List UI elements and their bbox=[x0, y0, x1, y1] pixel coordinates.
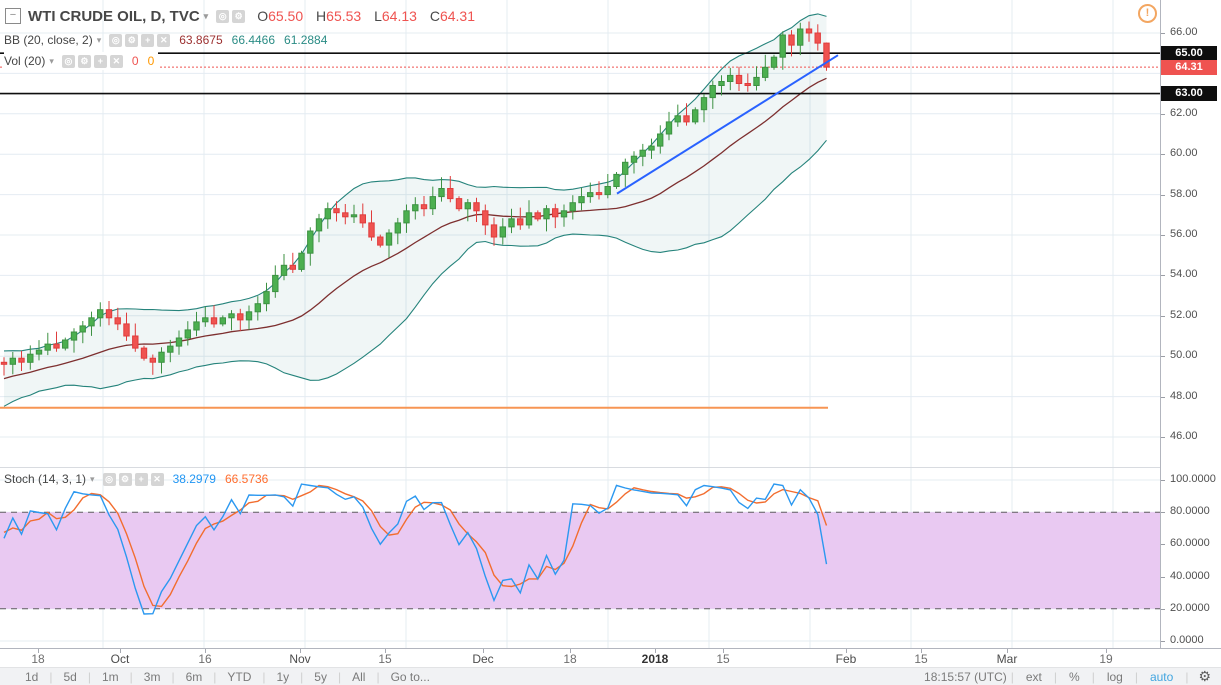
eye-icon[interactable]: ◎ bbox=[102, 472, 116, 486]
ext-hours-toggle[interactable]: ext bbox=[1025, 669, 1042, 684]
stoch-pane[interactable] bbox=[0, 467, 1160, 648]
percent-scale-toggle[interactable]: % bbox=[1069, 669, 1080, 684]
gear-icon[interactable]: ⚙ bbox=[125, 33, 139, 47]
stoch-indicator-title[interactable]: Stoch (14, 3, 1) bbox=[4, 472, 87, 486]
date-range-buttons: 1d | 5d | 1m | 3m | 6m | YTD | 1y | 5y | All bbox=[14, 670, 376, 684]
volume-ma-value: 0 bbox=[147, 54, 155, 68]
close-value: 64.31 bbox=[439, 8, 475, 24]
time-tick-label: Dec bbox=[472, 652, 494, 666]
ohlc-readout: O65.50 H65.53 L64.13 C64.31 bbox=[257, 8, 475, 24]
time-tick-label: Mar bbox=[996, 652, 1018, 666]
symbol-title[interactable]: WTI CRUDE OIL, D, TVC bbox=[28, 7, 200, 25]
alert-warning-icon[interactable]: ! bbox=[1138, 4, 1157, 23]
time-tick-label: 15 bbox=[716, 652, 730, 666]
price-tick-label: 54.00 bbox=[1161, 268, 1198, 280]
price-label-badge: 64.31 bbox=[1161, 60, 1217, 75]
bottom-toolbar: 1d | 5d | 1m | 3m | 6m | YTD | 1y | 5y | All | Go to... … bbox=[0, 667, 1221, 685]
low-value: 64.13 bbox=[381, 8, 417, 24]
stoch-dropdown-caret[interactable]: ▾ bbox=[90, 473, 95, 484]
symbol-legend: − WTI CRUDE OIL, D, TVC ▾ ◎ ⚙ O65.50 H65… bbox=[5, 6, 484, 26]
gear-icon[interactable]: ⚙ bbox=[77, 54, 91, 68]
time-tick-label: 2018 bbox=[641, 652, 669, 666]
bb-basis-value: 63.8675 bbox=[179, 33, 223, 47]
range-ytd-button[interactable]: YTD bbox=[227, 669, 252, 684]
main-chart-pane[interactable] bbox=[0, 0, 1160, 467]
time-axis[interactable]: 18 Oct 16 Nov 15 Dec 18 2018 15 Feb 15 Mar 19 bbox=[0, 648, 1221, 668]
stoch-tick-label: 80.0000 bbox=[1161, 505, 1210, 517]
volume-indicator-title[interactable]: Vol (20) bbox=[4, 54, 46, 68]
time-tick-label: Oct bbox=[110, 652, 130, 666]
plus-icon[interactable]: + bbox=[134, 472, 148, 486]
stoch-d-value: 66.5736 bbox=[224, 472, 269, 486]
bb-dropdown-caret[interactable]: ▾ bbox=[96, 34, 102, 45]
time-tick-label: 18 bbox=[31, 652, 45, 666]
price-tick-label: 58.00 bbox=[1161, 188, 1198, 200]
stoch-tick-label: 100.0000 bbox=[1161, 473, 1216, 485]
stoch-tick-label: 0.0000 bbox=[1161, 634, 1204, 646]
pane-divider[interactable] bbox=[0, 467, 1161, 468]
price-tick-label: 46.00 bbox=[1161, 430, 1198, 442]
price-tick-label: 48.00 bbox=[1161, 390, 1198, 402]
chart-settings-gear-icon[interactable]: ⚙ bbox=[1198, 668, 1211, 684]
range-5y-button[interactable]: 5y bbox=[314, 669, 327, 684]
price-label-badge: 63.00 bbox=[1161, 86, 1217, 101]
gear-icon[interactable]: ⚙ bbox=[118, 472, 132, 486]
close-icon[interactable]: ✕ bbox=[150, 472, 164, 486]
stoch-k-value: 38.2979 bbox=[172, 472, 216, 486]
stoch-tick-label: 40.0000 bbox=[1161, 570, 1210, 582]
toolbar-right-group: 18:15:57 (UTC) | ext | % | log | auto | … bbox=[924, 668, 1211, 684]
eye-icon[interactable]: ◎ bbox=[109, 33, 123, 47]
log-scale-toggle[interactable]: log bbox=[1106, 669, 1123, 684]
price-tick-label: 60.00 bbox=[1161, 147, 1198, 159]
high-value: 65.53 bbox=[326, 8, 362, 24]
time-tick-label: Feb bbox=[835, 652, 857, 666]
stoch-tick-label: 20.0000 bbox=[1161, 602, 1210, 614]
range-1y-button[interactable]: 1y bbox=[276, 669, 290, 684]
time-tick-label: 19 bbox=[1099, 652, 1113, 666]
range-6m-button[interactable]: 6m bbox=[185, 669, 203, 684]
price-tick-label: 50.00 bbox=[1161, 349, 1198, 361]
eye-icon[interactable]: ◎ bbox=[61, 54, 75, 68]
range-1d-button[interactable]: 1d bbox=[25, 669, 39, 684]
range-5d-button[interactable]: 5d bbox=[63, 669, 77, 684]
gear-icon[interactable]: ⚙ bbox=[232, 9, 246, 23]
bb-lower-value: 61.2884 bbox=[284, 33, 328, 47]
volume-value: 0 bbox=[131, 54, 139, 68]
time-tick-label: Nov bbox=[289, 652, 311, 666]
time-tick-label: 15 bbox=[914, 652, 928, 666]
bb-indicator-title[interactable]: BB (20, close, 2) bbox=[4, 33, 93, 47]
volume-legend: Vol (20) ▾ ◎ ⚙ + ✕ 0 0 bbox=[4, 52, 159, 70]
plus-icon[interactable]: + bbox=[141, 33, 155, 47]
eye-icon[interactable]: ◎ bbox=[216, 9, 230, 23]
bb-legend: BB (20, close, 2) ▾ ◎ ⚙ + ✕ 63.8675 66.4… bbox=[4, 32, 327, 48]
range-3m-button[interactable]: 3m bbox=[143, 669, 161, 684]
time-tick-label: 18 bbox=[563, 652, 577, 666]
stoch-tick-label: 60.0000 bbox=[1161, 537, 1210, 549]
collapse-pane-icon[interactable]: − bbox=[5, 8, 21, 24]
price-tick-label: 52.00 bbox=[1161, 309, 1198, 321]
price-axis[interactable]: 66.00 62.00 60.00 58.00 56.00 54.00 52.00 50.00… bbox=[1160, 0, 1221, 648]
price-tick-label: 62.00 bbox=[1161, 107, 1198, 119]
go-to-button[interactable]: Go to... bbox=[390, 669, 430, 684]
range-1m-button[interactable]: 1m bbox=[101, 669, 119, 684]
clock-utc[interactable]: 18:15:57 (UTC) bbox=[924, 669, 1007, 684]
range-all-button[interactable]: All bbox=[352, 669, 366, 684]
price-label-badge: 65.00 bbox=[1161, 46, 1217, 61]
auto-scale-toggle[interactable]: auto bbox=[1149, 669, 1174, 684]
open-value: 65.50 bbox=[268, 8, 304, 24]
volume-dropdown-caret[interactable]: ▾ bbox=[49, 55, 54, 66]
close-icon[interactable]: ✕ bbox=[109, 54, 123, 68]
symbol-dropdown-caret[interactable]: ▾ bbox=[203, 10, 209, 21]
stoch-legend: Stoch (14, 3, 1) ▾ ◎ ⚙ + ✕ 38.2979 66.57… bbox=[4, 471, 268, 487]
price-tick-label: 56.00 bbox=[1161, 228, 1198, 240]
price-tick-label: 66.00 bbox=[1161, 26, 1198, 38]
close-icon[interactable]: ✕ bbox=[157, 33, 171, 47]
plus-icon[interactable]: + bbox=[93, 54, 107, 68]
bb-upper-value: 66.4466 bbox=[231, 33, 276, 47]
time-tick-label: 16 bbox=[198, 652, 212, 666]
time-tick-label: 15 bbox=[378, 652, 392, 666]
